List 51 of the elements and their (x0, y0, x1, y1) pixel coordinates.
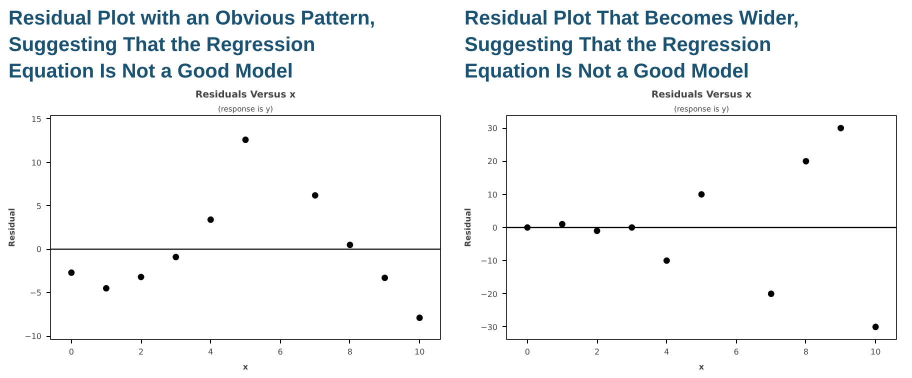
point (382, 274, 388, 282)
point (242, 136, 249, 144)
chart-title: Residual Plot That Becomes Wider, Suggesting That the Regression Equation Is Not a Good Model (464, 8, 799, 82)
x-axis-title: x (242, 362, 249, 372)
y-tick-label: −10 (480, 256, 498, 266)
point (172, 254, 180, 260)
x-tick-label: 2 (594, 348, 600, 356)
point (68, 269, 75, 276)
y-tick-label: 5 (36, 202, 42, 211)
x-tick-label: 10 (414, 348, 425, 356)
y-tick-label: 30 (487, 124, 498, 134)
point (558, 220, 566, 228)
chart-subtitle: Residuals Versus x (195, 90, 296, 100)
x-tick-label: 6 (734, 348, 739, 356)
y-tick-label: 20 (487, 157, 498, 166)
x-tick-label: 2 (138, 348, 144, 356)
point (346, 242, 354, 248)
y-tick-label: 10 (487, 190, 498, 200)
y-tick-label: 0 (36, 245, 42, 254)
point (698, 191, 705, 198)
y-tick-label: 15 (31, 114, 42, 124)
x-tick-label: 10 (870, 348, 881, 356)
point (872, 324, 879, 330)
x-tick-label: 6 (278, 348, 283, 356)
x-tick-label: 4 (208, 348, 214, 356)
point (838, 124, 844, 132)
point (416, 314, 423, 322)
point (594, 228, 600, 234)
y-tick-label: −10 (24, 332, 42, 342)
y-axis-title: Residual (464, 208, 473, 247)
chart-subtitle: Residuals Versus x (651, 90, 752, 100)
point (312, 192, 318, 199)
point (802, 158, 810, 164)
y-tick-label: 10 (31, 158, 42, 168)
point (138, 274, 144, 280)
x-tick-label: 8 (803, 348, 809, 356)
x-tick-label: 0 (68, 348, 74, 356)
point (207, 216, 214, 223)
y-axis-title: Residual (8, 208, 17, 247)
y-tick-label: −20 (480, 290, 498, 299)
x-tick-label: 4 (664, 348, 670, 356)
y-tick-label: −30 (480, 322, 498, 332)
y-tick-label: 0 (492, 224, 498, 232)
chart-title: Residual Plot with an Obvious Pattern, Suggesting That the Regression Equation Is Not a Good Model (8, 8, 376, 82)
x-tick-label: 0 (524, 348, 530, 356)
point (663, 257, 670, 264)
point (102, 285, 110, 292)
y-tick-label: −5 (30, 288, 42, 298)
x-tick-label: 8 (347, 348, 353, 356)
x-axis-title: x (698, 362, 705, 372)
point (768, 290, 774, 298)
